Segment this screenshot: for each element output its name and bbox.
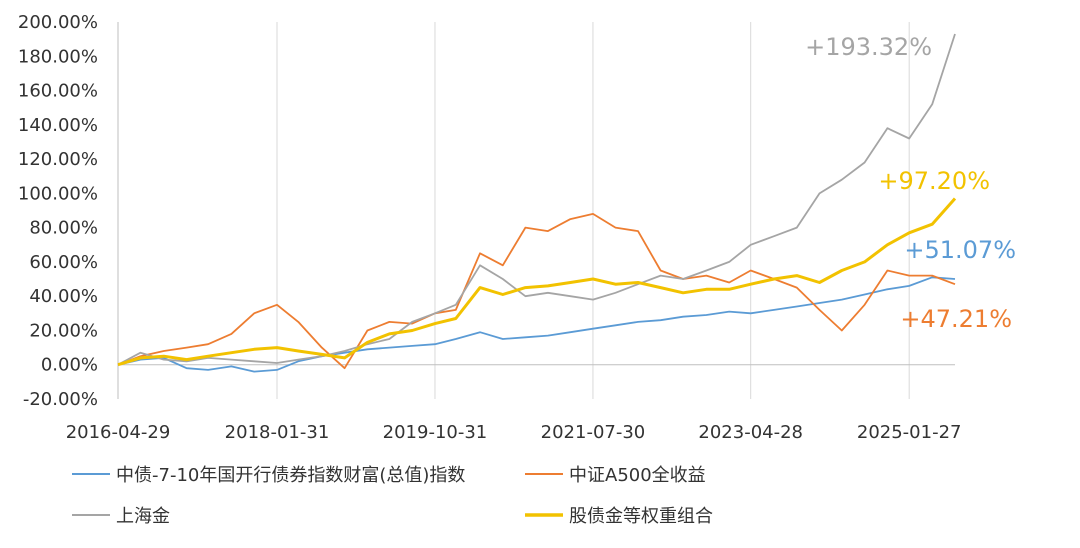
y-tick-label: 80.00% [29,218,98,239]
y-tick-label: 160.00% [18,81,98,102]
series-line-3 [117,197,957,367]
x-tick-label: 2019-10-31 [383,422,488,443]
series-lines [117,33,957,373]
y-tick-label: -20.00% [23,389,98,410]
x-tick-label: 2018-01-31 [225,422,330,443]
legend-label: 股债金等权重组合 [569,506,713,527]
y-tick-label: 100.00% [18,183,98,204]
legend-label: 上海金 [116,506,170,527]
series-line-2 [117,33,956,366]
series-end-label: +193.32% [805,33,932,61]
series-end-label: +47.21% [900,305,1012,333]
y-tick-label: 40.00% [29,286,98,307]
x-tick-label: 2025-01-27 [857,422,962,443]
y-tick-label: 0.00% [41,355,98,376]
grid [117,22,910,399]
legend-label: 中证A500全收益 [569,465,706,486]
y-tick-label: 20.00% [29,320,98,341]
x-tick-label: 2023-04-28 [698,422,803,443]
x-tick-label: 2016-04-29 [66,422,171,443]
series-line-0 [117,276,956,373]
end-labels: +51.07% +47.21% +193.32% +97.20% [805,33,1016,333]
y-tick-label: 180.00% [18,46,98,67]
y-tick-label: 120.00% [18,149,98,170]
y-tick-label: 200.00% [18,12,98,33]
series-line-1 [117,212,956,370]
series-end-label: +51.07% [904,236,1016,264]
legend-label: 中债-7-10年国开行债券指数财富(总值)指数 [116,465,465,486]
series-end-label: +97.20% [878,167,990,195]
y-tick-label: 60.00% [29,252,98,273]
x-tick-label: 2021-07-30 [541,422,646,443]
axes: 200.00% 180.00% 160.00% 140.00% 120.00% 100.0… [18,12,962,443]
y-tick-label: 140.00% [18,115,98,136]
